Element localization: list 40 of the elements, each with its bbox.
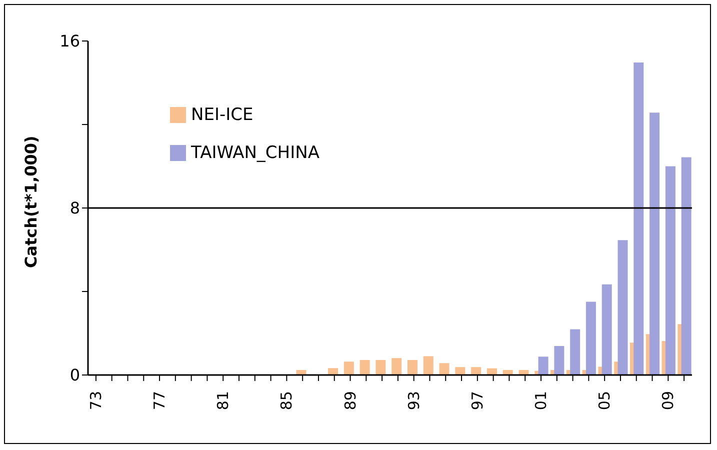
bar	[650, 112, 660, 375]
bar	[423, 356, 434, 375]
bar	[407, 360, 418, 375]
bar	[486, 368, 497, 375]
x-tick-label: 73	[86, 391, 105, 410]
bar	[344, 362, 354, 375]
bar	[665, 166, 676, 375]
bar	[328, 368, 338, 375]
bar	[502, 370, 513, 375]
x-tick-label: 89	[341, 391, 360, 410]
bar	[554, 346, 564, 375]
bar	[538, 356, 548, 375]
x-tick-label: 77	[150, 391, 169, 410]
x-tick-label: 81	[214, 391, 232, 410]
bar	[376, 360, 386, 375]
y-tick-label: 16	[60, 32, 80, 51]
bar	[681, 157, 692, 375]
x-tick-label: 97	[468, 391, 486, 410]
y-tick-label: 8	[70, 198, 80, 218]
x-tick-label: 09	[659, 391, 678, 410]
bar	[455, 367, 466, 375]
bar	[618, 240, 628, 375]
legend-label: TAIWAN_CHINA	[191, 143, 320, 163]
y-axis-title: Catch(t*1,000)	[22, 136, 41, 268]
bar	[570, 329, 580, 375]
y-tick-label: 0	[70, 366, 80, 385]
bar	[602, 284, 612, 375]
bar	[634, 62, 644, 375]
bar	[586, 302, 596, 375]
legend-label: NEI-ICE	[191, 105, 254, 125]
bar	[360, 360, 370, 375]
x-tick-label: 01	[532, 391, 550, 410]
x-tick-label: 05	[596, 391, 614, 410]
bar	[518, 370, 529, 375]
bar	[296, 370, 306, 375]
x-tick-label: 85	[278, 391, 296, 410]
bar	[439, 363, 450, 375]
bar	[392, 358, 402, 375]
bar	[471, 367, 482, 375]
x-tick-label: 93	[404, 391, 423, 410]
